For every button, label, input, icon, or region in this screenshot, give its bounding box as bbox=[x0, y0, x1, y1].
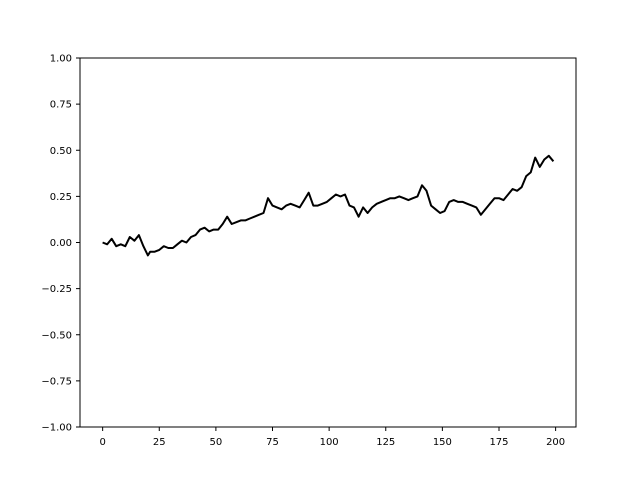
y-tick-label: 0.75 bbox=[50, 100, 72, 111]
x-tick-label: 75 bbox=[266, 437, 279, 448]
y-tick-label: −1.00 bbox=[41, 423, 72, 434]
y-tick-label: −0.50 bbox=[41, 330, 72, 341]
y-tick-label: 1.00 bbox=[50, 54, 72, 65]
series-layer bbox=[102, 154, 555, 257]
x-tick-label: 125 bbox=[376, 437, 395, 448]
x-tick-label: 25 bbox=[153, 437, 166, 448]
x-tick-label: 0 bbox=[99, 437, 105, 448]
plot-frame bbox=[79, 57, 577, 428]
y-tick-label: 0.00 bbox=[50, 238, 72, 249]
y-tick-label: 0.50 bbox=[50, 146, 72, 157]
x-axis: 0 25 50 75 100 125 150 175 200 bbox=[99, 427, 565, 448]
series-line-0 bbox=[102, 154, 555, 257]
x-tick-label: 175 bbox=[489, 437, 508, 448]
y-tick-label: −0.75 bbox=[41, 376, 72, 387]
y-axis: −1.00 −0.75 −0.50 −0.25 0.00 0.25 0.50 0.75 1.00 bbox=[41, 54, 80, 434]
x-tick-label: 200 bbox=[546, 437, 565, 448]
x-tick-label: 50 bbox=[210, 437, 223, 448]
y-tick-label: 0.25 bbox=[50, 192, 72, 203]
y-tick-label: −0.25 bbox=[41, 284, 72, 295]
x-tick-label: 100 bbox=[320, 437, 339, 448]
x-tick-label: 150 bbox=[433, 437, 452, 448]
